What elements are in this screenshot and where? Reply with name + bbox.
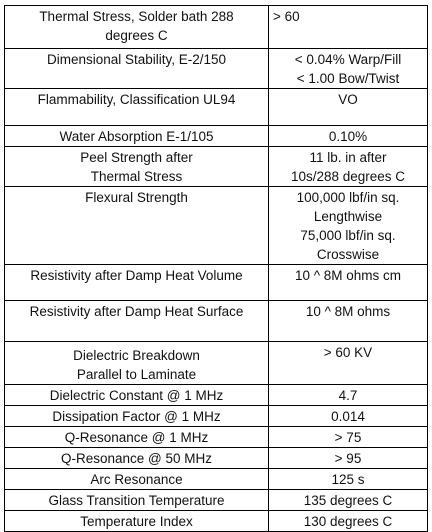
property-cell: Temperature Index: [4, 510, 269, 532]
cell-text: degrees C: [105, 28, 168, 43]
table-row: Resistivity after Damp Heat Volume 10 ^ 8…: [4, 264, 428, 301]
cell-text: Temperature Index: [80, 514, 193, 529]
property-cell: Dielectric Constant @ 1 MHz: [4, 384, 269, 406]
value-cell: 0.014: [268, 405, 428, 427]
cell-text: Parallel to Laminate: [76, 367, 197, 382]
cell-text: Resistivity after Damp Heat Surface: [29, 304, 244, 319]
cell-text: < 1.00 Bow/Twist: [296, 71, 400, 86]
cell-text: > 60: [273, 9, 300, 24]
value-cell: > 60: [268, 5, 428, 49]
cell-text: Peel Strength after: [80, 150, 193, 165]
table-row: Thermal Stress, Solder bath 288 degrees C…: [4, 5, 428, 49]
value-cell: 4.7: [268, 384, 428, 406]
table-row: Dielectric Constant @ 1 MHz 4.7: [4, 384, 428, 406]
property-cell: Arc Resonance: [4, 468, 269, 490]
table-row: Arc Resonance 125 s: [4, 468, 428, 490]
property-cell: Resistivity after Damp Heat Volume: [4, 264, 269, 301]
table-row: Flammability, Classification UL94 VO: [4, 88, 428, 126]
property-cell: Dimensional Stability, E-2/150: [4, 48, 269, 89]
property-cell: Glass Transition Temperature: [4, 489, 269, 511]
value-cell: > 95: [268, 447, 428, 469]
value-cell: VO: [268, 88, 428, 126]
value-cell: 10 ^ 8M ohms: [268, 300, 428, 342]
cell-text: 100,000 lbf/in sq.: [296, 190, 400, 205]
cell-text: Glass Transition Temperature: [48, 493, 225, 508]
cell-text: Lengthwise: [313, 209, 383, 224]
cell-text: Dissipation Factor @ 1 MHz: [52, 409, 221, 424]
cell-text: Flammability, Classification UL94: [37, 92, 236, 107]
value-cell: > 60 KV: [268, 341, 428, 385]
table-row: Glass Transition Temperature 135 degrees …: [4, 489, 428, 511]
cell-text: 0.10%: [328, 129, 368, 144]
cell-text: 10 ^ 8M ohms cm: [294, 268, 402, 283]
cell-text: 11 lb. in after: [309, 150, 387, 165]
value-cell: 125 s: [268, 468, 428, 490]
cell-text: Thermal Stress, Solder bath 288: [39, 9, 234, 24]
cell-text: 10s/288 degrees C: [290, 169, 406, 184]
cell-text: Thermal Stress: [90, 169, 183, 184]
cell-text: > 60 KV: [323, 345, 373, 360]
cell-text: Arc Resonance: [90, 472, 183, 487]
table-row: Resistivity after Damp Heat Surface 10 ^ …: [4, 300, 428, 342]
value-cell: > 75: [268, 426, 428, 448]
value-cell: 11 lb. in after 10s/288 degrees C: [268, 146, 428, 187]
table-row: Flexural Strength 100,000 lbf/in sq. Lengt…: [4, 186, 428, 265]
property-cell: Q-Resonance @ 1 MHz: [4, 426, 269, 448]
property-cell: Resistivity after Damp Heat Surface: [4, 300, 269, 342]
table-row: Dimensional Stability, E-2/150 < 0.04% Wa…: [4, 48, 428, 89]
table-row: Dissipation Factor @ 1 MHz 0.014: [4, 405, 428, 427]
cell-text: Q-Resonance @ 50 MHz: [60, 451, 212, 466]
property-cell: Dissipation Factor @ 1 MHz: [4, 405, 269, 427]
value-cell: 100,000 lbf/in sq. Lengthwise 75,000 lbf/i…: [268, 186, 428, 265]
property-cell: Water Absorption E-1/105: [4, 125, 269, 147]
value-cell: 130 degrees C: [268, 510, 428, 532]
table-row: Water Absorption E-1/105 0.10%: [4, 125, 428, 147]
property-cell: Q-Resonance @ 50 MHz: [4, 447, 269, 469]
property-cell: Flammability, Classification UL94: [4, 88, 269, 126]
cell-text: Q-Resonance @ 1 MHz: [64, 430, 209, 445]
cell-text: < 0.04% Warp/Fill: [294, 52, 402, 67]
property-cell: Flexural Strength: [4, 186, 269, 265]
value-cell: 0.10%: [268, 125, 428, 147]
property-cell: Peel Strength after Thermal Stress: [4, 146, 269, 187]
cell-text: 0.014: [331, 409, 365, 424]
value-cell: < 0.04% Warp/Fill < 1.00 Bow/Twist: [268, 48, 428, 89]
cell-text: > 95: [334, 451, 362, 466]
cell-text: Crosswise: [316, 247, 380, 262]
cell-text: 135 degrees C: [303, 493, 393, 508]
value-cell: 135 degrees C: [268, 489, 428, 511]
cell-text: Dielectric Constant @ 1 MHz: [49, 388, 224, 403]
cell-text: 125 s: [331, 472, 365, 487]
cell-text: Flexural Strength: [85, 190, 188, 205]
property-cell: Thermal Stress, Solder bath 288 degrees C: [4, 5, 269, 49]
cell-text: Water Absorption E-1/105: [59, 129, 214, 144]
table-row: Dielectric Breakdown Parallel to Laminate…: [4, 341, 428, 385]
table-row: Q-Resonance @ 1 MHz > 75: [4, 426, 428, 448]
property-cell: Dielectric Breakdown Parallel to Laminate: [4, 341, 269, 385]
cell-text: VO: [338, 92, 358, 107]
cell-text: Resistivity after Damp Heat Volume: [30, 268, 243, 283]
table-row: Peel Strength after Thermal Stress 11 lb. …: [4, 146, 428, 187]
cell-text: Dimensional Stability, E-2/150: [46, 52, 227, 67]
table-row: Temperature Index 130 degrees C: [4, 510, 428, 532]
table-row: Q-Resonance @ 50 MHz > 95: [4, 447, 428, 469]
spec-table: Thermal Stress, Solder bath 288 degrees C…: [4, 5, 428, 532]
cell-text: 10 ^ 8M ohms: [305, 304, 391, 319]
cell-text: > 75: [334, 430, 362, 445]
cell-text: 4.7: [338, 388, 358, 403]
cell-text: 130 degrees C: [303, 514, 393, 529]
value-cell: 10 ^ 8M ohms cm: [268, 264, 428, 301]
cell-text: 75,000 lbf/in sq.: [300, 228, 396, 243]
cell-text: Dielectric Breakdown: [73, 348, 200, 363]
